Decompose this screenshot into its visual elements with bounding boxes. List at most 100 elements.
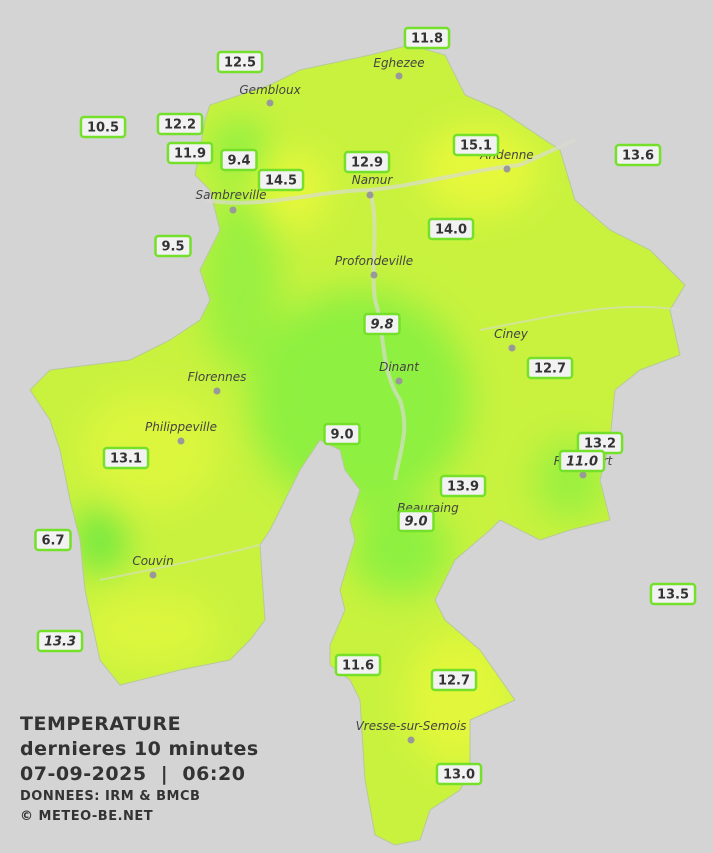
station-value: 9.8 [370, 318, 393, 333]
station-box [166, 141, 214, 165]
station-box [403, 26, 451, 50]
station-value: 12.7 [438, 674, 470, 689]
station: 9.4 [220, 148, 258, 172]
station: 12.2 [156, 112, 204, 136]
legend-copyright: © METEO-BE.NET [20, 809, 154, 824]
city-label: Florennes [188, 370, 247, 384]
city-label: Vresse-sur-Semois [356, 719, 467, 733]
city-dot [229, 206, 237, 214]
station: 9.0 [397, 509, 435, 533]
station: 11.8 [403, 26, 451, 50]
station-value: 13.6 [622, 149, 654, 164]
station-value: 13.1 [110, 452, 142, 467]
station-box [614, 143, 662, 167]
station-box [343, 150, 391, 174]
city-dot [366, 191, 374, 199]
station-value: 13.5 [657, 588, 689, 603]
station-box [427, 217, 475, 241]
station-box [216, 50, 264, 74]
station-box [334, 653, 382, 677]
station: 10.5 [79, 115, 127, 139]
city-label: Gembloux [239, 83, 301, 97]
city-label: Sambreville [195, 188, 266, 202]
station-value: 10.5 [87, 121, 119, 136]
station-box [649, 582, 697, 606]
city-dot [503, 165, 511, 173]
station-value: 11.0 [566, 455, 598, 470]
station: 11.0 [558, 449, 606, 473]
city-dot [395, 377, 403, 385]
station-value: 12.2 [164, 118, 196, 133]
station: 9.5 [154, 234, 192, 258]
station-value: 11.8 [411, 32, 443, 47]
station-value: 13.3 [44, 635, 76, 650]
station: 13.9 [439, 474, 487, 498]
city-dot [213, 387, 221, 395]
station: 12.5 [216, 50, 264, 74]
station-value: 12.5 [224, 56, 256, 71]
city-label: Ciney [494, 327, 529, 341]
station-box [526, 356, 574, 380]
city-dot [266, 99, 274, 107]
station-box [323, 422, 361, 446]
station-box [397, 509, 435, 533]
station-box [439, 474, 487, 498]
station-box [435, 762, 483, 786]
station-box [34, 528, 72, 552]
station-box [220, 148, 258, 172]
station: 9.8 [363, 312, 401, 336]
city-label: Namur [352, 173, 394, 187]
station-value: 11.6 [342, 659, 374, 674]
city-label: Couvin [132, 554, 173, 568]
station: 6.7 [34, 528, 72, 552]
city-dot [407, 736, 415, 744]
city-dot [370, 271, 378, 279]
legend-subtitle: dernieres 10 minutes [20, 738, 259, 760]
station-box [156, 112, 204, 136]
station: 13.1 [102, 446, 150, 470]
station: 13.3 [36, 629, 84, 653]
station-box [102, 446, 150, 470]
legend-source: DONNEES: IRM & BMCB [20, 789, 201, 804]
station: 14.5 [257, 168, 305, 192]
legend-title: TEMPERATURE [20, 713, 182, 735]
station: 13.5 [649, 582, 697, 606]
station-box [452, 133, 500, 157]
station-box [558, 449, 606, 473]
city-label: Dinant [379, 360, 420, 374]
city-label: Philippeville [145, 420, 217, 434]
city-dot [177, 437, 185, 445]
station-value: 9.0 [330, 428, 353, 443]
station-value: 13.9 [447, 480, 479, 495]
station-value: 9.4 [227, 154, 250, 169]
station-value: 6.7 [41, 534, 64, 549]
station-value: 13.0 [443, 768, 475, 783]
station-value: 13.2 [584, 437, 616, 452]
city-dot [579, 471, 587, 479]
station: 13.0 [435, 762, 483, 786]
station-value: 12.9 [351, 156, 383, 171]
city-label: Profondeville [335, 254, 413, 268]
station-box [257, 168, 305, 192]
legend: TEMPERATURE dernieres 10 minutes 07-09-2… [20, 712, 259, 827]
station: 15.1 [452, 133, 500, 157]
station-value: 9.5 [161, 240, 184, 255]
station-value: 14.0 [435, 223, 467, 238]
station-value: 11.9 [174, 147, 206, 162]
station-value: 15.1 [460, 139, 492, 154]
station: 11.9 [166, 141, 214, 165]
station-box [430, 668, 478, 692]
station: 11.6 [334, 653, 382, 677]
station: 9.0 [323, 422, 361, 446]
city-dot [508, 344, 516, 352]
legend-datetime: 07-09-2025 | 06:20 [20, 763, 246, 785]
station: 12.7 [430, 668, 478, 692]
station-box [36, 629, 84, 653]
station: 14.0 [427, 217, 475, 241]
station-box [154, 234, 192, 258]
station-value: 12.7 [534, 362, 566, 377]
city-dot [149, 571, 157, 579]
station: 13.6 [614, 143, 662, 167]
